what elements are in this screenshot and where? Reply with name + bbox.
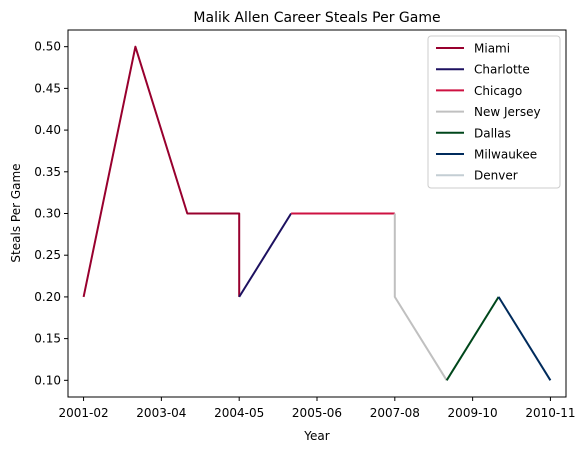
x-axis-label: Year	[303, 429, 329, 443]
plot-series	[82, 45, 552, 381]
series-line-milwaukee	[497, 296, 552, 381]
legend: Miami Charlotte Chicago New Jersey Dallas Mil…	[427, 35, 561, 189]
y-tick-label: 0.25	[34, 248, 61, 262]
legend-box	[427, 35, 561, 189]
y-tick-label: 0.10	[34, 373, 61, 387]
x-axis: 2001-02 2003-04 2004-05 2005-06 2007-08 2009-…	[58, 397, 576, 420]
legend-label: Charlotte	[474, 63, 530, 77]
y-tick-label: 0.40	[34, 123, 61, 137]
y-tick-label: 0.15	[34, 332, 61, 346]
x-tick-label: 2001-02	[58, 406, 108, 420]
y-axis-label: Steals Per Game	[9, 163, 23, 262]
y-axis: 0.10 0.15 0.20 0.25 0.30 0.35 0.40 0.45 0.50	[34, 40, 68, 387]
chart-title: Malik Allen Career Steals Per Game	[193, 10, 440, 26]
legend-label: New Jersey	[474, 105, 541, 119]
x-tick-label: 2010-11	[525, 406, 575, 420]
legend-label: Miami	[474, 42, 510, 56]
x-tick-label: 2009-10	[448, 406, 498, 420]
series-line-dallas	[445, 296, 500, 381]
legend-label: Chicago	[474, 84, 522, 98]
x-tick-label: 2005-06	[292, 406, 342, 420]
y-tick-label: 0.20	[34, 290, 61, 304]
y-tick-label: 0.30	[34, 207, 61, 221]
x-tick-label: 2007-08	[370, 406, 420, 420]
legend-label: Dallas	[474, 126, 511, 140]
x-tick-label: 2004-05	[214, 406, 264, 420]
y-tick-label: 0.45	[34, 81, 61, 95]
series-line-miami	[82, 45, 241, 298]
series-line-new-jersey	[393, 213, 448, 381]
y-tick-label: 0.50	[34, 40, 61, 54]
x-tick-label: 2003-04	[136, 406, 186, 420]
legend-label: Denver	[474, 169, 518, 183]
series-line-charlotte	[238, 212, 292, 298]
legend-label: Milwaukee	[474, 148, 537, 162]
y-tick-label: 0.35	[34, 165, 61, 179]
